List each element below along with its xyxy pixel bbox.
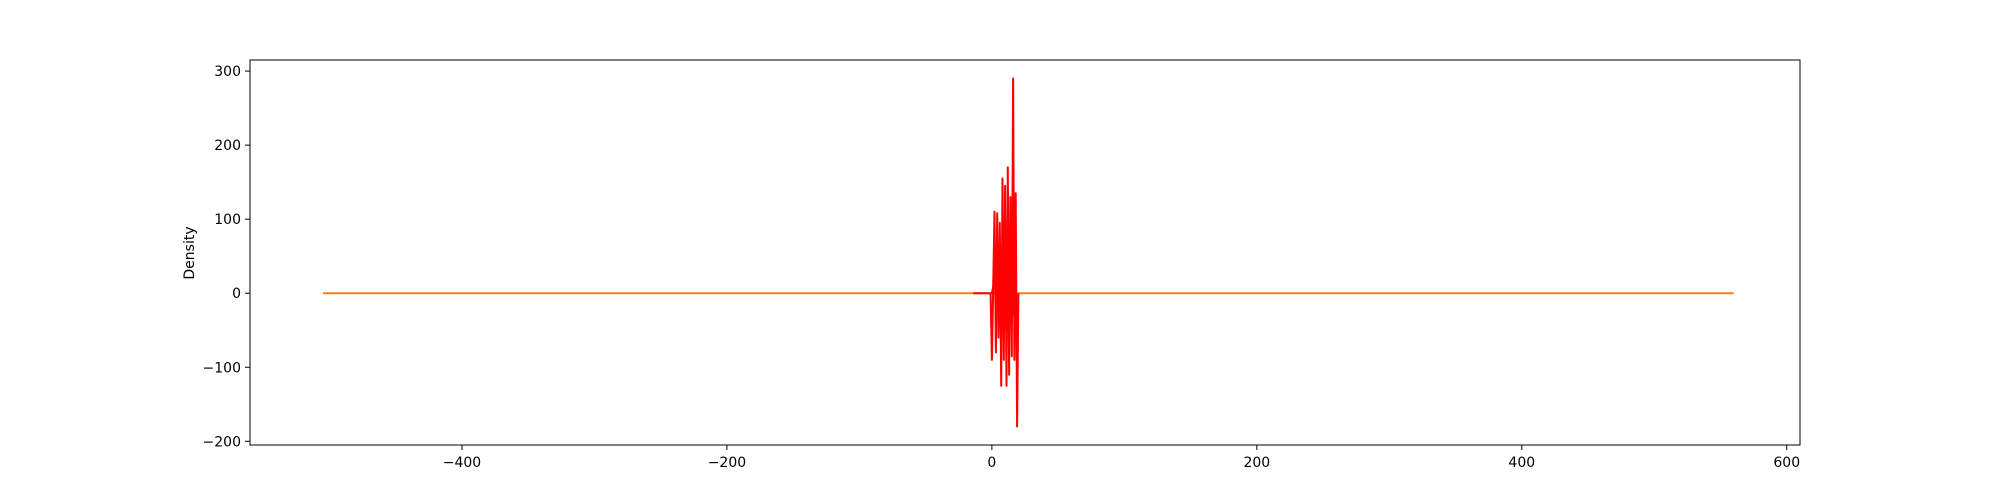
x-tick-label: −400 [443, 455, 481, 471]
x-tick-label: 200 [1243, 455, 1270, 471]
y-tick-label: 100 [214, 212, 241, 228]
plot-frame [249, 59, 1801, 446]
series-layer [322, 77, 1734, 428]
x-tick-label: 0 [987, 455, 996, 471]
plot-area [249, 59, 1801, 446]
y-tick-label: −100 [203, 360, 241, 376]
y-axis-label: Density [182, 226, 198, 279]
series-line-3 [973, 77, 1020, 428]
y-tick-label: 300 [214, 64, 241, 80]
x-tick-label: −200 [708, 455, 746, 471]
y-axis: −200 −100 0 100 200 300 [203, 64, 250, 450]
y-tick-label: 0 [232, 286, 241, 302]
x-tick-label: 600 [1773, 455, 1800, 471]
x-tick-label: 400 [1508, 455, 1535, 471]
x-axis: −400 −200 0 200 400 600 [443, 445, 1800, 471]
y-tick-label: −200 [203, 434, 241, 450]
y-tick-label: 200 [214, 138, 241, 154]
